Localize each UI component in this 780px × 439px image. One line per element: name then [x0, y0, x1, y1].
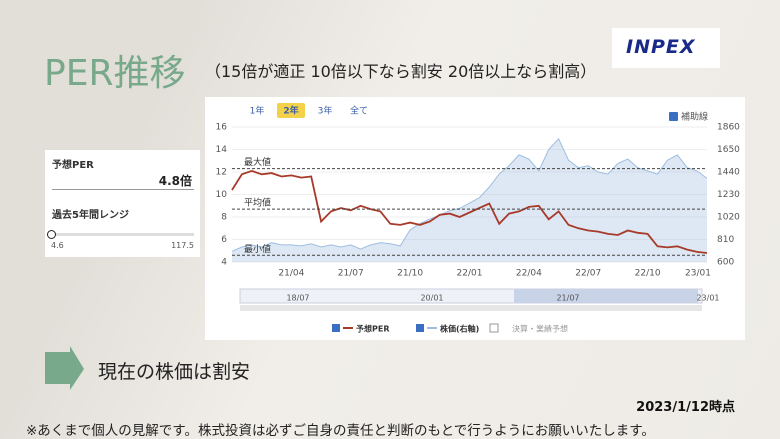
tab[interactable]: 全て — [350, 105, 368, 117]
logo: INPEX — [626, 36, 696, 58]
y2-tick-label: 1020 — [717, 213, 740, 223]
range-min: 4.6 — [51, 241, 64, 250]
arrow — [45, 346, 84, 390]
y-tick-label: 12 — [216, 168, 227, 178]
ref-label: 最大値 — [244, 156, 271, 168]
price-area — [232, 138, 707, 262]
subtitle: （15倍が適正 10倍以下なら割安 20倍以上なら割高） — [205, 62, 597, 81]
y2-tick-label: 1440 — [717, 168, 740, 178]
y-tick-label: 4 — [221, 258, 227, 268]
range-label: 過去5年間レンジ — [52, 210, 129, 221]
x-tick-label: 21/07 — [338, 269, 364, 279]
y2-tick-label: 810 — [717, 235, 734, 245]
navigator-label: 20/01 — [420, 294, 443, 303]
scrollbar — [240, 305, 702, 311]
y-tick-label: 8 — [221, 213, 227, 223]
aux-label: 補助線 — [681, 111, 708, 123]
x-tick-label: 22/01 — [457, 269, 483, 279]
tab[interactable]: 2年 — [283, 105, 298, 117]
price-line — [231, 137, 708, 252]
aux-checkbox[interactable] — [669, 112, 678, 121]
navigator-label: 21/07 — [556, 294, 579, 303]
per-line — [231, 169, 708, 254]
logo-box — [612, 28, 720, 68]
legend-label: 株価(右軸) — [440, 324, 479, 334]
x-tick-label: 22/04 — [516, 269, 542, 279]
x-tick-label: 21/10 — [397, 269, 423, 279]
y-tick-label: 14 — [216, 145, 228, 155]
y-tick-label: 6 — [221, 235, 227, 245]
y2-tick-label: 1860 — [717, 123, 740, 133]
as-of: 2023/1/12時点 — [636, 400, 735, 415]
range-max: 117.5 — [171, 241, 194, 250]
range-marker — [47, 230, 57, 239]
per-value: 4.8倍 — [158, 174, 192, 188]
y2-tick-label: 1650 — [717, 145, 740, 155]
per-label: 予想PER — [52, 160, 94, 171]
ref-label: 最小値 — [244, 243, 271, 255]
x-tick-label: 22/07 — [575, 269, 601, 279]
legend-checkbox[interactable] — [332, 324, 340, 332]
per-panel — [45, 150, 200, 257]
legend-checkbox[interactable] — [489, 323, 499, 333]
conclusion: 現在の株価は割安 — [98, 361, 251, 383]
y2-tick-label: 600 — [717, 258, 734, 268]
y2-tick-label: 1230 — [717, 190, 740, 200]
title: PER推移 — [44, 53, 186, 94]
divider — [52, 189, 194, 190]
x-tick-label: 21/04 — [278, 269, 304, 279]
x-tick-label: 22/10 — [635, 269, 661, 279]
navigator-label: 18/07 — [286, 294, 309, 303]
tab-highlight — [277, 103, 305, 118]
legend-label: 決算・業績予想 — [512, 324, 568, 334]
footer: ※あくまで個人の見解です。株式投資は必ずご自身の責任と判断のもとで行うようにお願… — [26, 423, 655, 439]
ref-label: 平均値 — [244, 197, 271, 209]
navigator-window — [514, 289, 698, 303]
legend-label: 予想PER — [356, 324, 390, 334]
x-tick-label: 23/01 — [685, 269, 711, 279]
navigator-label: 23/01 — [696, 294, 719, 303]
legend-checkbox[interactable] — [416, 324, 424, 332]
y-tick-label: 16 — [216, 123, 228, 133]
tab[interactable]: 1年 — [250, 105, 265, 117]
range-track — [50, 233, 194, 236]
tab[interactable]: 3年 — [318, 105, 333, 117]
y-tick-label: 10 — [216, 190, 228, 200]
